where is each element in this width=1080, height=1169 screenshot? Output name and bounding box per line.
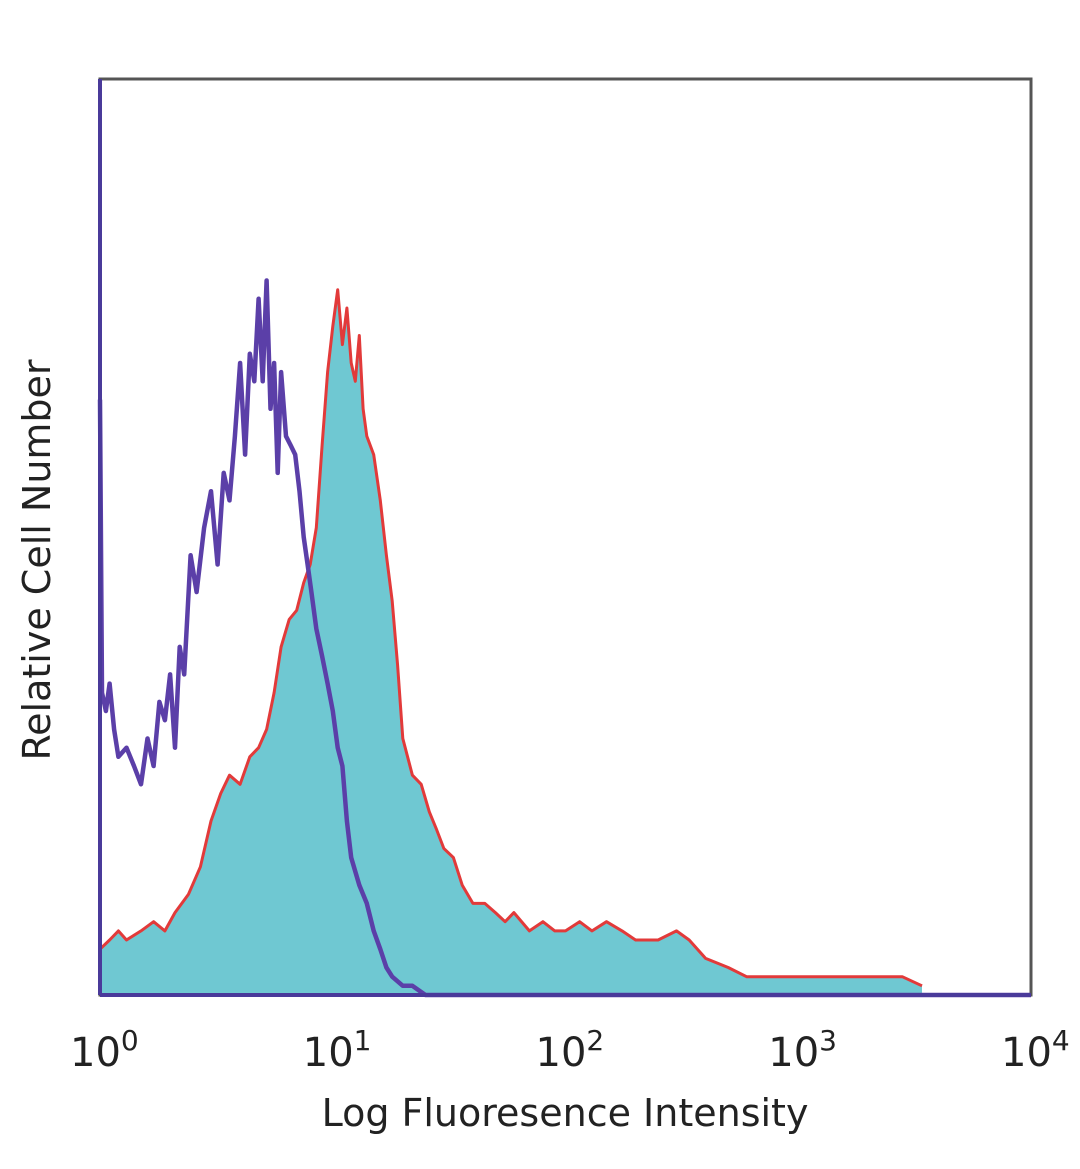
x-tick-base: 10 bbox=[303, 1030, 354, 1076]
control-histogram-line bbox=[97, 278, 1031, 998]
x-tick-label: 104 bbox=[1001, 1024, 1070, 1076]
x-tick-labels: 100 101 102 103 104 bbox=[70, 1024, 1070, 1076]
x-tick-exponent: 4 bbox=[1052, 1024, 1070, 1057]
x-tick-exponent: 0 bbox=[121, 1024, 139, 1057]
x-tick-label: 101 bbox=[303, 1024, 372, 1076]
y-axis-label: Relative Cell Number bbox=[15, 359, 59, 760]
plot-area bbox=[97, 278, 1031, 998]
x-tick-base: 10 bbox=[1001, 1030, 1052, 1076]
x-tick-base: 10 bbox=[70, 1030, 121, 1076]
filled-histogram-outline bbox=[98, 288, 923, 988]
x-tick-exponent: 2 bbox=[586, 1024, 604, 1057]
filled-histogram-area bbox=[100, 289, 922, 995]
x-axis-label: Log Fluoresence Intensity bbox=[322, 1091, 809, 1135]
x-tick-exponent: 1 bbox=[354, 1024, 372, 1057]
x-tick-base: 10 bbox=[768, 1030, 819, 1076]
x-tick-label: 103 bbox=[768, 1024, 837, 1076]
x-tick-exponent: 3 bbox=[819, 1024, 837, 1057]
x-tick-base: 10 bbox=[536, 1030, 587, 1076]
x-tick-label: 102 bbox=[536, 1024, 605, 1076]
x-tick-label: 100 bbox=[70, 1024, 139, 1076]
